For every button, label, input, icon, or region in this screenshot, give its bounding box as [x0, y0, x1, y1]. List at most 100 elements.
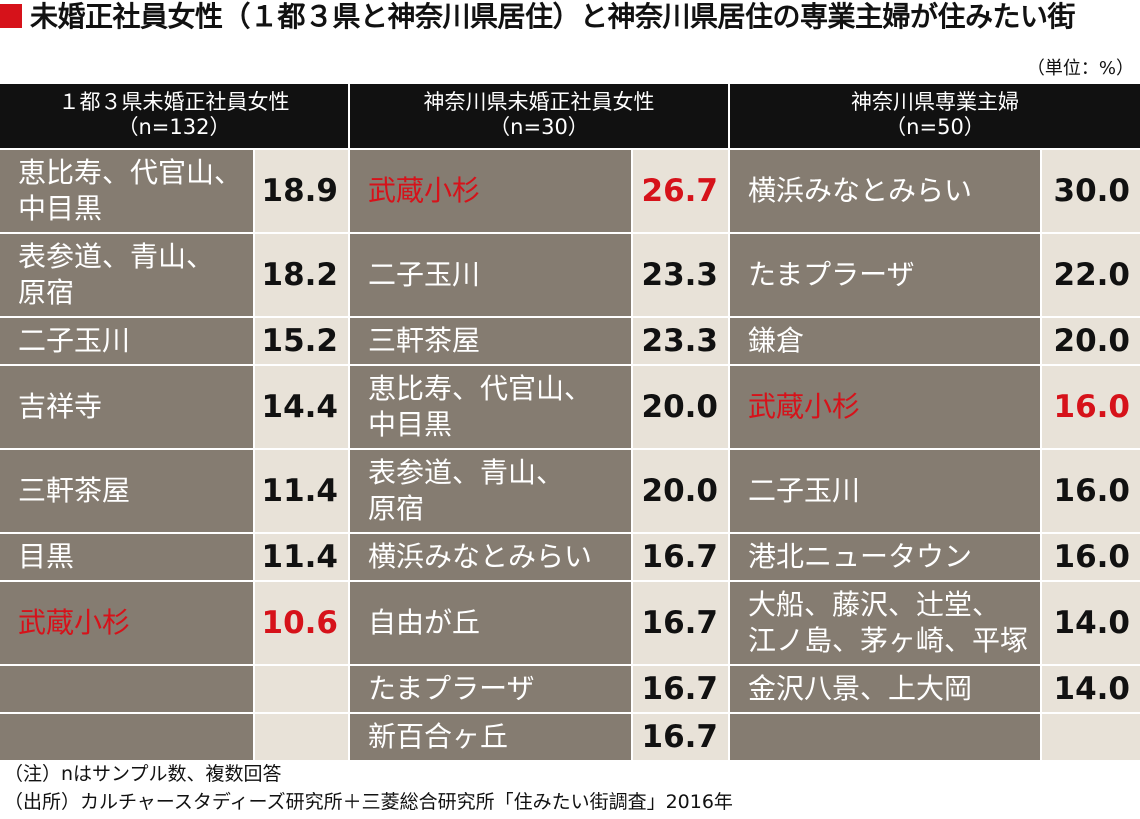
town-name-cell: 横浜みなとみらい	[350, 534, 631, 582]
table-row: 大船、藤沢、辻堂、 江ノ島、茅ヶ崎、平塚 14.0	[730, 582, 1140, 666]
percentage-value	[255, 666, 348, 714]
table-row	[0, 666, 348, 714]
town-name-cell: たまプラーザ	[730, 234, 1040, 318]
percentage-value: 16.0	[1042, 366, 1140, 450]
percentage-value: 20.0	[1042, 318, 1140, 366]
percentage-value	[1042, 714, 1140, 762]
table-row: 武蔵小杉 10.6	[0, 582, 348, 666]
percentage-value: 22.0	[1042, 234, 1140, 318]
column-header-group: 神奈川県未婚正社員女性	[423, 90, 655, 114]
table-row: 金沢八景、上大岡 14.0	[730, 666, 1140, 714]
town-name-cell: 二子玉川	[730, 450, 1040, 534]
town-name-cell: 新百合ヶ丘	[350, 714, 631, 762]
table-column-2: 神奈川県未婚正社員女性 （n=30） 武蔵小杉 26.7 二子玉川 23.3 三軒茶屋 23.…	[350, 84, 728, 762]
percentage-value: 23.3	[633, 318, 728, 366]
town-name: 横浜みなとみらい	[368, 540, 593, 573]
column-header: 神奈川県未婚正社員女性 （n=30）	[350, 84, 728, 148]
percentage-value: 16.7	[633, 666, 728, 714]
town-name: 鎌倉	[748, 324, 805, 357]
table-row: 目黒 11.4	[0, 534, 348, 582]
town-name: 武蔵小杉	[748, 390, 861, 423]
column-header-group: 神奈川県専業主婦	[851, 90, 1019, 114]
table-column-3: 神奈川県専業主婦 （n=50） 横浜みなとみらい 30.0 たまプラーザ 22.0 鎌倉 20…	[730, 84, 1140, 762]
town-name: 三軒茶屋	[368, 324, 481, 357]
town-name-cell: 武蔵小杉	[0, 582, 253, 666]
percentage-value: 16.7	[633, 714, 728, 762]
percentage-value: 20.0	[633, 450, 728, 534]
title-marker	[0, 4, 22, 28]
town-name-cell: たまプラーザ	[350, 666, 631, 714]
town-name-cell: 鎌倉	[730, 318, 1040, 366]
footnotes: （注）nはサンプル数、複数回答 （出所）カルチャースタディーズ研究所＋三菱総合研…	[4, 760, 733, 816]
percentage-value: 11.4	[255, 534, 348, 582]
table-row: 鎌倉 20.0	[730, 318, 1140, 366]
column-header: 神奈川県専業主婦 （n=50）	[730, 84, 1140, 148]
table-row: 恵比寿、代官山、 中目黒 18.9	[0, 150, 348, 234]
column-header-sample-size: （n=30）	[489, 115, 589, 139]
percentage-value: 16.7	[633, 582, 728, 666]
town-name: 二子玉川	[748, 474, 861, 507]
table-row	[730, 714, 1140, 762]
town-name-cell: 三軒茶屋	[0, 450, 253, 534]
table-column-1: １都３県未婚正社員女性 （n=132） 恵比寿、代官山、 中目黒 18.9 表参道、青山…	[0, 84, 348, 762]
town-name-cell: 三軒茶屋	[350, 318, 631, 366]
town-name: 金沢八景、上大岡	[748, 672, 973, 705]
town-name-cell: 武蔵小杉	[350, 150, 631, 234]
town-name: 表参道、青山、 原宿	[368, 456, 565, 525]
town-name-cell: 二子玉川	[0, 318, 253, 366]
town-name-cell: 表参道、青山、 原宿	[350, 450, 631, 534]
percentage-value: 18.9	[255, 150, 348, 234]
town-name: 二子玉川	[368, 258, 481, 291]
town-name: 港北ニュータウン	[748, 540, 973, 573]
column-header: １都３県未婚正社員女性 （n=132）	[0, 84, 348, 148]
table-row: 表参道、青山、 原宿 20.0	[350, 450, 728, 534]
town-name-cell: 港北ニュータウン	[730, 534, 1040, 582]
table-row: 新百合ヶ丘 16.7	[350, 714, 728, 762]
percentage-value: 10.6	[255, 582, 348, 666]
table-row	[0, 714, 348, 762]
town-name-cell: 表参道、青山、 原宿	[0, 234, 253, 318]
footnote-source: （出所）カルチャースタディーズ研究所＋三菱総合研究所「住みたい街調査」2016年	[4, 791, 733, 813]
table-row: 吉祥寺 14.4	[0, 366, 348, 450]
table-row: 表参道、青山、 原宿 18.2	[0, 234, 348, 318]
town-name-cell	[0, 666, 253, 714]
town-name: 恵比寿、代官山、 中目黒	[368, 372, 593, 441]
town-name-cell	[730, 714, 1040, 762]
table-row: 自由が丘 16.7	[350, 582, 728, 666]
percentage-value: 14.4	[255, 366, 348, 450]
table-row: 二子玉川 16.0	[730, 450, 1140, 534]
table-row: 恵比寿、代官山、 中目黒 20.0	[350, 366, 728, 450]
town-name: たまプラーザ	[368, 672, 535, 705]
percentage-value: 11.4	[255, 450, 348, 534]
percentage-value: 14.0	[1042, 582, 1140, 666]
column-header-group: １都３県未婚正社員女性	[58, 90, 290, 114]
percentage-value: 20.0	[633, 366, 728, 450]
town-name: 吉祥寺	[18, 390, 103, 423]
town-name-cell: 横浜みなとみらい	[730, 150, 1040, 234]
percentage-value: 15.2	[255, 318, 348, 366]
town-name-cell: 自由が丘	[350, 582, 631, 666]
table-row: 武蔵小杉 16.0	[730, 366, 1140, 450]
town-name-cell: 吉祥寺	[0, 366, 253, 450]
town-name: 新百合ヶ丘	[368, 720, 509, 753]
percentage-value	[255, 714, 348, 762]
town-name-cell: 目黒	[0, 534, 253, 582]
town-name: 目黒	[18, 540, 75, 573]
town-name: 三軒茶屋	[18, 474, 131, 507]
percentage-value: 26.7	[633, 150, 728, 234]
town-name-cell: 恵比寿、代官山、 中目黒	[0, 150, 253, 234]
town-name: 自由が丘	[368, 606, 481, 639]
table-row: 三軒茶屋 11.4	[0, 450, 348, 534]
table-row: 三軒茶屋 23.3	[350, 318, 728, 366]
percentage-value: 30.0	[1042, 150, 1140, 234]
town-name-cell: 二子玉川	[350, 234, 631, 318]
table-row: たまプラーザ 16.7	[350, 666, 728, 714]
town-name: 武蔵小杉	[18, 606, 131, 639]
town-name-cell	[0, 714, 253, 762]
percentage-value: 16.0	[1042, 450, 1140, 534]
table-row: 武蔵小杉 26.7	[350, 150, 728, 234]
town-name: 武蔵小杉	[368, 174, 481, 207]
footnote-note: （注）nはサンプル数、複数回答	[4, 763, 282, 785]
column-header-sample-size: （n=132）	[117, 115, 231, 139]
percentage-value: 14.0	[1042, 666, 1140, 714]
